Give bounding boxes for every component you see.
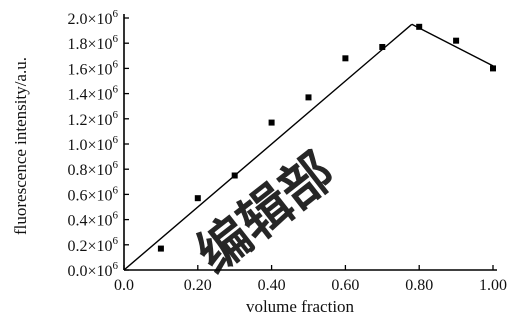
x-axis-title: volume fraction <box>246 297 355 316</box>
x-tick-label: 0.80 <box>405 277 433 294</box>
axes <box>123 14 497 271</box>
data-point <box>231 172 238 179</box>
fit-line <box>123 23 413 271</box>
y-tick-label: 0.4×106 <box>67 210 118 230</box>
x-tick-label: 0.40 <box>258 277 286 294</box>
fit-lines <box>123 23 494 271</box>
watermark: 编辑部 <box>186 142 346 285</box>
y-tick-label: 1.8×106 <box>67 33 118 53</box>
x-tick-label: 0.20 <box>184 277 212 294</box>
x-tick-label: 0.0 <box>114 277 134 294</box>
x-tick-label: 1.00 <box>479 277 507 294</box>
y-tick-label: 2.0×106 <box>67 8 118 28</box>
data-point <box>453 37 460 44</box>
data-point <box>268 119 275 126</box>
watermark-text: 编辑部 <box>186 142 346 285</box>
y-tick-label: 0.8×106 <box>67 159 118 179</box>
y-axis-title: fluorescence intensity/a.u. <box>11 57 30 235</box>
y-tick-label: 0.2×106 <box>67 235 118 255</box>
data-point <box>194 195 201 202</box>
fit-line <box>411 23 494 67</box>
y-tick-label: 1.2×106 <box>67 109 118 129</box>
x-axis-ticks: 0.0 0.20 0.40 0.60 0.80 1.00 <box>114 265 507 294</box>
y-axis-ticks: 0.0×106 0.2×106 0.4×106 0.6×106 0.8×106 1.0×1… <box>67 8 129 280</box>
y-tick-label: 1.0×106 <box>67 134 118 154</box>
data-point <box>416 23 423 30</box>
data-point <box>490 65 496 72</box>
y-tick-label: 1.4×106 <box>67 84 118 104</box>
y-tick-label: 0.6×106 <box>67 184 118 204</box>
y-tick-label: 1.6×106 <box>67 58 118 78</box>
data-point <box>157 245 164 252</box>
data-points <box>157 23 496 252</box>
data-point <box>379 43 386 50</box>
data-point <box>305 94 312 101</box>
data-point <box>342 55 349 62</box>
y-tick-label: 0.0×106 <box>67 260 118 280</box>
x-tick-label: 0.60 <box>331 277 359 294</box>
